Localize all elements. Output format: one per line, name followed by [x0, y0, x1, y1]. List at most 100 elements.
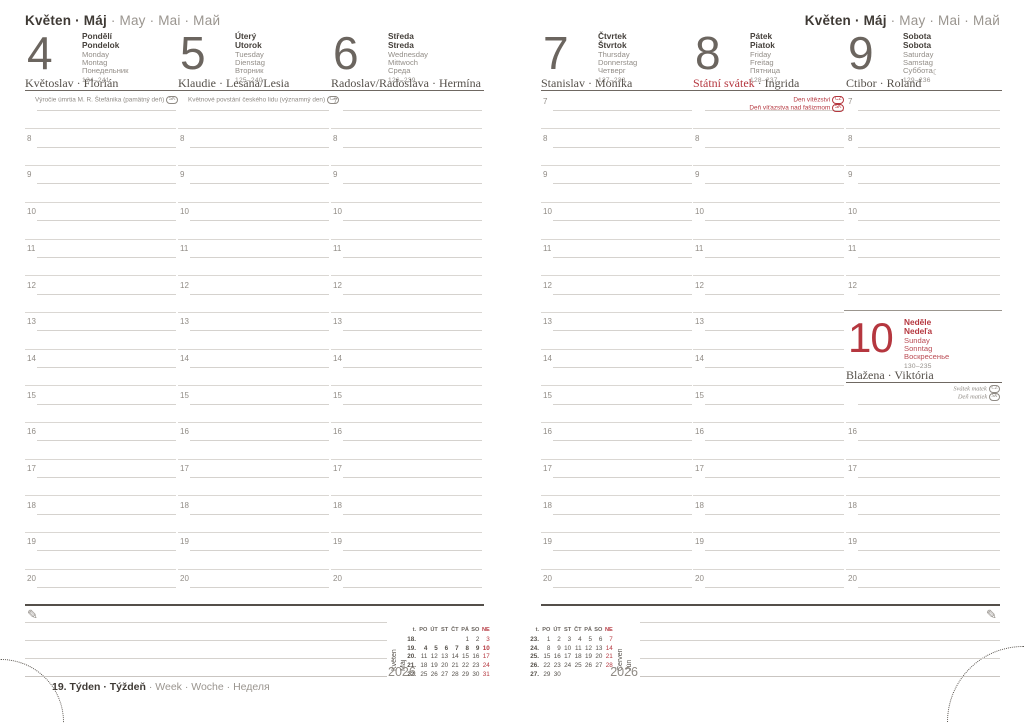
mini-cal-day: 15 — [543, 653, 551, 661]
hour-line — [858, 550, 1000, 552]
hour-line — [190, 550, 329, 552]
half-hour-line — [693, 385, 844, 387]
hour-line — [343, 293, 482, 295]
half-hour-line — [25, 238, 176, 240]
hour-label: 15 — [695, 390, 704, 400]
mini-cal-dow-header: ČT — [574, 627, 582, 633]
nameday-text: Květoslav · Florián — [25, 76, 119, 90]
weekday-label: Saturday — [903, 49, 934, 59]
hour-line — [705, 220, 844, 222]
hour-line — [37, 587, 176, 589]
hour-label: 16 — [848, 427, 857, 437]
weekday-label: Четверг — [598, 66, 626, 76]
hour-label: 10 — [848, 207, 857, 217]
holiday-note: Výročie úmrtia M. R. Štefánika (pamätný … — [35, 96, 178, 104]
hour-label: 11 — [848, 243, 857, 253]
half-hour-line — [331, 532, 482, 534]
half-hour-line — [331, 275, 482, 277]
half-hour-line — [178, 128, 329, 130]
mini-cal-day: 30 — [472, 670, 480, 678]
hour-line — [37, 330, 176, 332]
hour-label: 9 — [695, 170, 700, 180]
half-hour-line — [846, 495, 1000, 497]
half-hour-line — [331, 128, 482, 130]
weekday-label: Samstag — [903, 57, 933, 67]
hour-label: 16 — [695, 427, 704, 437]
hour-line — [37, 366, 176, 368]
hour-line — [553, 403, 692, 405]
mini-cal-week-number: 24. — [530, 644, 539, 652]
hour-label: 19 — [333, 537, 342, 547]
half-hour-line — [693, 568, 844, 570]
hour-line — [37, 513, 176, 515]
nameday: Radoslav/Radoslava · Hermína — [331, 76, 482, 91]
hour-label: 10 — [333, 207, 342, 217]
corner-perforation-left — [0, 659, 64, 723]
half-hour-line — [846, 201, 1000, 203]
weekday-label-bold: Pondělí — [82, 31, 112, 41]
mini-cal-day: 25 — [420, 670, 428, 678]
hour-label: 7 — [848, 97, 853, 106]
hour-label: 18 — [180, 500, 189, 510]
day-number: 6 — [333, 27, 359, 79]
hour-label: 18 — [27, 500, 36, 510]
hour-line — [553, 256, 692, 258]
nameday-underline — [178, 90, 331, 92]
country-badge: SK — [166, 96, 178, 104]
nameday-text: Radoslav/Radoslava · Hermína — [331, 76, 481, 90]
weekday-label-bold: Piatok — [750, 40, 775, 51]
mini-cal-dow-header: ČT — [451, 627, 459, 633]
mini-cal-day: 7 — [455, 644, 459, 652]
weekday-labels: Sobota Sobota Saturday Samstag Суббота 129–23… — [903, 31, 934, 84]
hour-line — [553, 513, 692, 515]
mini-cal-day: 30 — [553, 670, 561, 678]
grid-bottom-rule-right — [541, 604, 1000, 606]
hour-label: 20 — [695, 574, 704, 584]
mini-cal-day: 27 — [595, 662, 603, 670]
notes-line — [25, 622, 387, 623]
weekday-label: Пятница — [750, 66, 781, 76]
hour-label: 13 — [333, 317, 342, 327]
mini-cal-day: 22 — [543, 662, 551, 670]
hour-label: 10 — [180, 207, 189, 217]
half-hour-line — [25, 201, 176, 203]
hour-line — [705, 550, 844, 552]
mini-cal-day: 9 — [475, 644, 480, 652]
hour-line — [705, 110, 844, 111]
hour-label: 13 — [543, 317, 552, 327]
mini-cal-day: 5 — [434, 644, 438, 652]
weekday-label: Вторник — [235, 66, 264, 76]
hour-line — [343, 110, 482, 111]
half-hour-line — [25, 532, 176, 534]
half-hour-line — [331, 311, 482, 313]
month-header-bold: Květen · Máj — [25, 13, 107, 28]
mini-cal-week-number: 20. — [407, 653, 416, 661]
mini-cal-day: 13 — [595, 644, 603, 652]
mini-cal-day: 20 — [441, 662, 449, 670]
weekday-label-bold: Pátek — [750, 31, 773, 41]
hour-line — [343, 403, 482, 405]
hour-line — [343, 183, 482, 185]
hour-label: 8 — [695, 133, 700, 143]
hour-line — [553, 550, 692, 552]
hour-line — [553, 587, 692, 589]
half-hour-line — [178, 348, 329, 350]
weekday-label: Mittwoch — [388, 57, 418, 67]
hour-line — [190, 587, 329, 589]
weekday-labels: Čtvrtek Štvrtok Thursday Donnerstag Четверг 1… — [598, 31, 637, 84]
nameday-underline — [846, 90, 1002, 92]
mini-cal-day: 11 — [575, 644, 582, 652]
mini-cal-day: 17 — [564, 653, 572, 661]
half-hour-line — [178, 311, 329, 313]
sunday-day-number: 10 — [848, 314, 894, 361]
half-hour-line — [178, 238, 329, 240]
half-hour-line — [178, 201, 329, 203]
mini-cal-day: 20 — [595, 653, 603, 661]
mini-cal-dow-header: ÚT — [553, 627, 561, 633]
mini-cal-day: 7 — [609, 636, 613, 643]
hour-label: 20 — [543, 574, 552, 584]
hour-label: 12 — [333, 280, 342, 290]
weekday-labels: Pátek Piatok Friday Freitag Пятница 128–237 — [750, 31, 781, 84]
holiday-note: Den vítězství CZ Deň víťazstva nad fašizmo… — [703, 96, 844, 112]
hour-label: 7 — [543, 97, 548, 106]
